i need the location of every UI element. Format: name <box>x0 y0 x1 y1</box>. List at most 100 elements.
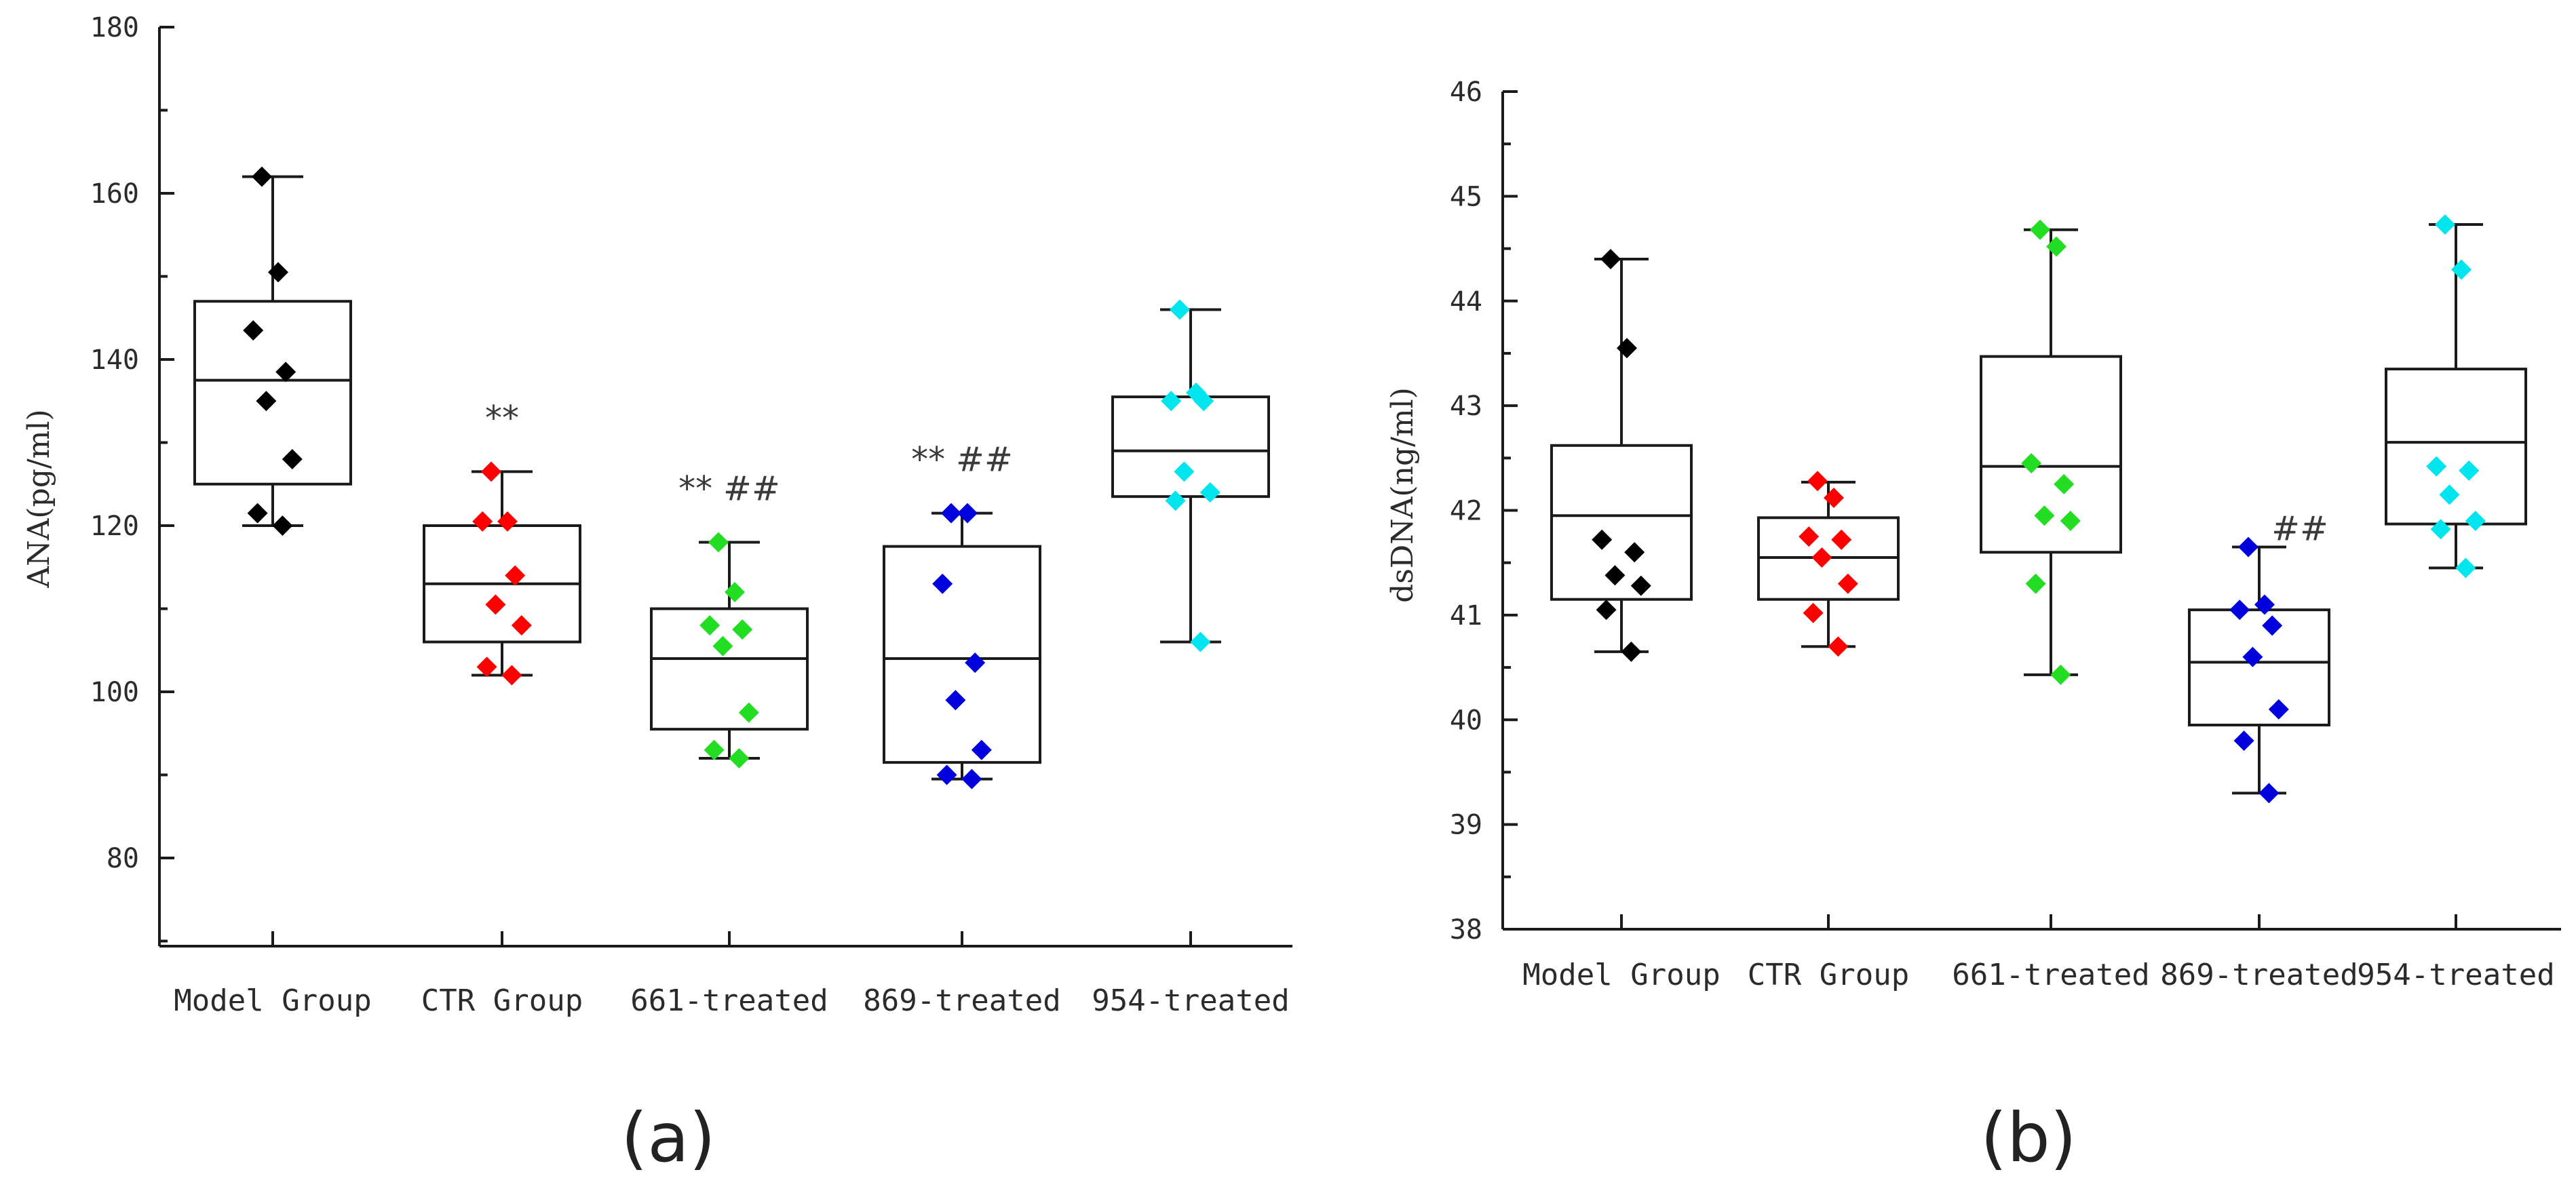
chart-panel-b: dsDNA(ng/ml) (b) 38 39 40 41 42 43 44 45 46 Model… <box>1385 77 2561 1177</box>
data-point-b <box>1596 600 1617 621</box>
data-point-a <box>472 511 493 532</box>
data-point-b <box>2459 460 2480 481</box>
data-point-a <box>945 690 966 711</box>
x-tick-label-a: 869-treated <box>863 983 1060 1018</box>
data-point-a <box>712 636 733 657</box>
data-point-a <box>497 511 518 532</box>
y-tick-label-a: 120 <box>90 511 139 542</box>
data-point-b <box>1592 529 1613 550</box>
data-point-a <box>708 532 729 553</box>
data-point-a <box>957 503 978 524</box>
chart-panel-a: ANA(pg/ml) (a) 80 100 120 140 160 180 Model Gr… <box>22 12 1292 1177</box>
y-axis-label-b: dsDNA(ng/ml) <box>1385 387 1420 603</box>
data-point-b <box>2034 505 2055 526</box>
data-point-a <box>1193 391 1214 412</box>
y-tick-label-b: 41 <box>1450 600 1482 631</box>
y-tick-label-b: 43 <box>1450 391 1482 422</box>
y-tick-label-a: 80 <box>107 843 139 874</box>
y-tick-label-b: 42 <box>1450 496 1482 527</box>
data-point-b <box>1604 565 1626 586</box>
data-point-b <box>2242 646 2263 667</box>
data-point-a <box>961 768 982 789</box>
data-point-b <box>1799 526 1820 547</box>
data-point-b <box>2435 214 2455 235</box>
x-tick-label-a: CTR Group <box>421 983 583 1018</box>
data-point-b <box>1630 575 1651 596</box>
data-point-a <box>1161 391 1182 412</box>
x-tick-label-b: Model Group <box>1522 958 1720 992</box>
data-point-a <box>282 449 303 469</box>
y-tick-label-a: 180 <box>90 12 139 43</box>
data-point-b <box>2451 259 2472 280</box>
data-point-a <box>501 665 522 686</box>
x-tick-label-b: 954-treated <box>2357 958 2554 992</box>
data-point-b <box>2455 558 2476 579</box>
data-point-b <box>1600 249 1621 269</box>
significance-label-a: ** <box>485 398 519 437</box>
data-point-a <box>936 764 957 785</box>
data-point-a <box>704 739 725 760</box>
data-point-b <box>2254 594 2275 615</box>
x-tick-label-b: 869-treated <box>2160 958 2358 992</box>
data-point-a <box>247 503 268 524</box>
data-point-b <box>1807 471 1828 492</box>
data-point-a <box>476 657 497 678</box>
panel-label-b: (b) <box>1980 1098 2077 1177</box>
box-a <box>1111 395 1270 499</box>
data-point-b <box>2439 484 2460 505</box>
data-point-b <box>2430 519 2451 540</box>
data-point-a <box>1170 299 1190 320</box>
box-b <box>2188 608 2330 726</box>
data-point-b <box>2229 600 2250 621</box>
data-point-b <box>2060 510 2081 531</box>
data-point-b <box>1621 641 1642 662</box>
data-point-a <box>729 748 750 768</box>
x-tick-label-a: 661-treated <box>630 983 828 1018</box>
data-point-b <box>2025 573 2046 594</box>
data-point-a <box>932 573 953 594</box>
box-a <box>193 300 352 486</box>
data-point-a <box>725 582 745 602</box>
y-tick-label-b: 46 <box>1450 77 1482 108</box>
data-point-a <box>511 615 532 636</box>
data-point-b <box>2030 219 2050 240</box>
data-point-a <box>485 594 506 615</box>
data-point-a <box>699 615 720 636</box>
data-point-b <box>1624 542 1645 563</box>
y-tick-label-a: 140 <box>90 345 139 376</box>
data-point-a <box>272 515 293 536</box>
data-point-b <box>2050 664 2071 685</box>
y-tick-label-a: 160 <box>90 178 139 210</box>
data-point-b <box>2233 730 2254 751</box>
data-point-b <box>2258 783 2280 804</box>
data-point-b <box>1803 602 1824 623</box>
data-point-b <box>2054 473 2075 494</box>
data-point-b <box>1837 573 1858 594</box>
x-tick-label-a: Model Group <box>174 983 371 1018</box>
data-point-a <box>738 702 759 723</box>
data-point-a <box>252 166 272 187</box>
data-point-b <box>2426 456 2447 477</box>
data-point-b <box>1828 636 1849 657</box>
data-point-b <box>2021 453 2042 474</box>
y-axis-label-a: ANA(pg/ml) <box>22 409 56 588</box>
data-point-b <box>1811 547 1832 568</box>
data-point-a <box>971 739 992 760</box>
data-point-b <box>2465 510 2486 531</box>
box-a <box>650 607 809 731</box>
data-point-a <box>505 565 526 586</box>
box-b <box>2385 368 2527 526</box>
data-point-a <box>1174 461 1195 482</box>
data-point-a <box>732 619 753 640</box>
y-tick-label-a: 100 <box>90 677 139 708</box>
y-tick-label-b: 45 <box>1450 181 1482 212</box>
x-tick-label-b: 661-treated <box>1952 958 2149 992</box>
data-point-b <box>2262 615 2283 636</box>
data-point-b <box>1831 529 1852 550</box>
significance-label-b: ## <box>2271 509 2328 549</box>
data-point-a <box>941 503 961 524</box>
data-point-b <box>2238 536 2258 558</box>
data-point-a <box>481 461 501 482</box>
significance-label-a: ** ## <box>678 469 780 509</box>
box-b <box>1550 444 1693 601</box>
